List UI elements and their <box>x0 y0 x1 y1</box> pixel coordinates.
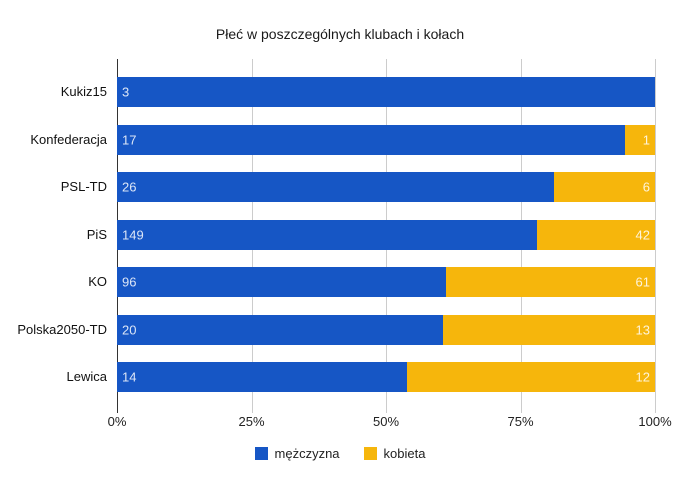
category-label-pis: PiS <box>86 226 107 242</box>
bar-row-psl-td: 26 6 <box>117 172 655 202</box>
bar-segment-mezczyzna-konfederacja[interactable]: 17 <box>117 124 626 155</box>
bar-row-pis: 149 42 <box>117 219 655 250</box>
x-tick-label-25: 25% <box>238 414 265 429</box>
bar-value-label: 20 <box>122 322 137 337</box>
bar-value-label: 6 <box>642 179 650 195</box>
x-tick-label-100: 100% <box>638 414 672 429</box>
plot-area: 0% 25% 50% 75% 100% 3 17 1 26 6 149 42 96 61 20 13 14 12 <box>108 59 672 429</box>
gridline-100 <box>655 59 656 413</box>
bar-segment-kobieta-pis[interactable]: 42 <box>536 219 655 250</box>
x-tick-label-50: 50% <box>372 414 400 429</box>
bar-row-ko: 96 61 <box>117 267 655 297</box>
legend-label: kobieta <box>383 446 426 461</box>
category-label-polska2050-td: Polska2050-TD <box>17 321 107 337</box>
legend-item-mezczyzna: mężczyzna <box>254 446 340 461</box>
bar-segment-kobieta-konfederacja[interactable]: 1 <box>625 124 655 155</box>
x-tick-label-0: 0% <box>107 414 127 429</box>
category-label-kukiz15: Kukiz15 <box>60 84 107 99</box>
legend-label: mężczyzna <box>274 446 340 461</box>
legend-swatch-mezczyzna <box>254 447 268 460</box>
legend: mężczyzna kobieta <box>0 446 680 461</box>
legend-swatch-kobieta <box>363 447 377 460</box>
bar-row-konfederacja: 17 1 <box>117 124 655 155</box>
bar-value-label: 149 <box>122 227 144 242</box>
bar-segment-mezczyzna-psl-td[interactable]: 26 <box>117 172 555 202</box>
category-label-ko: KO <box>88 274 107 289</box>
bar-row-kukiz15: 3 <box>117 77 655 107</box>
bar-segment-kobieta-ko[interactable]: 61 <box>445 267 655 297</box>
bar-value-label: 17 <box>122 132 137 147</box>
bar-segment-kobieta-polska2050-td[interactable]: 13 <box>443 314 655 345</box>
category-label-lewica: Lewica <box>66 369 107 384</box>
bar-value-label: 12 <box>635 369 650 385</box>
bar-value-label: 26 <box>122 179 137 195</box>
legend-item-kobieta: kobieta <box>363 446 426 461</box>
category-label-konfederacja: Konfederacja <box>30 131 107 147</box>
bar-value-label: 96 <box>122 274 137 290</box>
bar-value-label: 42 <box>635 227 650 242</box>
bar-segment-mezczyzna-ko[interactable]: 96 <box>117 267 446 297</box>
bar-segment-mezczyzna-polska2050-td[interactable]: 20 <box>117 314 444 345</box>
bar-value-label: 61 <box>635 274 650 290</box>
bar-value-label: 13 <box>635 322 650 337</box>
bar-segment-mezczyzna-kukiz15[interactable]: 3 <box>117 77 655 107</box>
category-label-psl-td: PSL-TD <box>60 179 107 194</box>
bar-value-label: 14 <box>122 369 137 385</box>
bar-value-label: 1 <box>642 132 650 147</box>
chart-title: Płeć w poszczególnych klubach i kołach <box>215 26 465 42</box>
bar-segment-mezczyzna-lewica[interactable]: 14 <box>117 362 407 392</box>
bar-segment-kobieta-psl-td[interactable]: 6 <box>554 172 655 202</box>
bar-segment-kobieta-lewica[interactable]: 12 <box>406 362 655 392</box>
bar-value-label: 3 <box>122 84 130 100</box>
bar-row-polska2050-td: 20 13 <box>117 314 655 345</box>
bar-segment-mezczyzna-pis[interactable]: 149 <box>117 219 537 250</box>
bar-row-lewica: 14 12 <box>117 362 655 392</box>
x-tick-label-75: 75% <box>507 414 534 429</box>
